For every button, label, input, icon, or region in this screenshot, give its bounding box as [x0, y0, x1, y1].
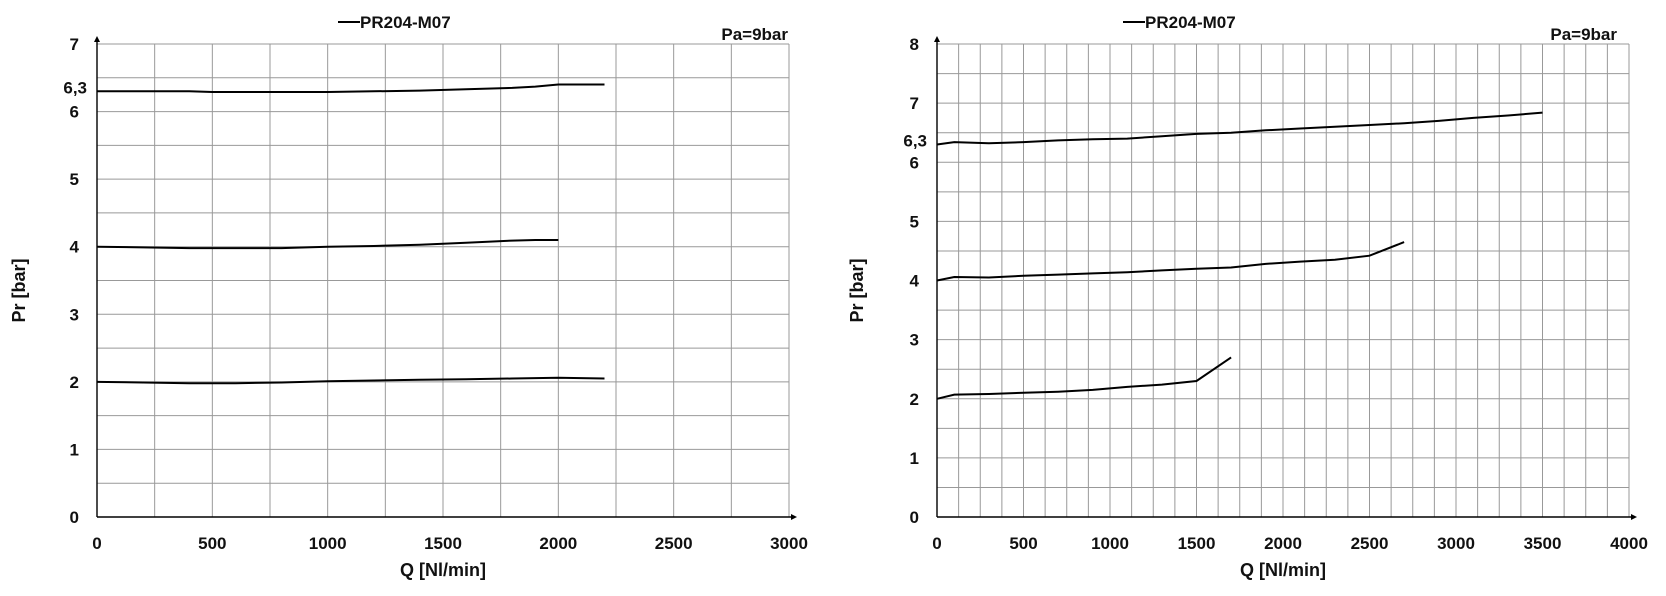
x-axis-arrow-icon: [791, 514, 797, 520]
series-line-2: [936, 241, 1405, 282]
x-tick-label: 2500: [655, 534, 693, 553]
series-line-3: [936, 356, 1232, 400]
x-axis-label: Q [Nl/min]: [1240, 560, 1326, 580]
y-tick-label: 6: [70, 103, 79, 122]
x-tick-label: 1500: [1178, 534, 1216, 553]
y-axis-arrow-icon: [934, 36, 940, 42]
series-line-1: [97, 83, 605, 93]
x-tick-label: 500: [1009, 534, 1037, 553]
x-tick-label: 3000: [1437, 534, 1475, 553]
y-tick-label: 5: [910, 212, 919, 231]
y-tick-label: 4: [910, 272, 920, 291]
x-axis-label: Q [Nl/min]: [400, 560, 486, 580]
x-tick-label: 0: [92, 534, 101, 553]
chart-title: PR204-M07: [1145, 13, 1236, 32]
series-line-2: [96, 239, 559, 250]
y-tick-label: 7: [910, 94, 919, 113]
y-tick-label-extra: 6,3: [63, 78, 87, 97]
chart-title: PR204-M07: [360, 13, 451, 32]
y-tick-label: 1: [910, 449, 919, 468]
x-tick-label: 500: [198, 534, 226, 553]
x-tick-label: 2000: [1264, 534, 1302, 553]
y-axis-arrow-icon: [94, 36, 100, 42]
y-tick-label: 6: [910, 153, 919, 172]
x-tick-label: 1000: [309, 534, 347, 553]
y-tick-label-extra: 6,3: [903, 132, 927, 151]
chart-left: 0 500 1000 1500 2000 2500 3000 0 1 2 3 4 5 6 7 6,3 Q [Nl…: [9, 13, 808, 580]
y-tick-label: 5: [70, 170, 79, 189]
x-tick-label: 3500: [1524, 534, 1562, 553]
y-tick-label: 0: [70, 508, 79, 527]
y-tick-label: 2: [910, 390, 919, 409]
x-tick-label: 4000: [1610, 534, 1648, 553]
x-axis-arrow-icon: [1631, 514, 1637, 520]
series-line-3: [96, 376, 605, 385]
y-axis-label: Pr [bar]: [9, 258, 29, 322]
x-tick-label: 1500: [424, 534, 462, 553]
chart-right: 0 500 1000 1500 2000 2500 3000 3500 4000 0 1 2 3 4 5 6 7…: [847, 13, 1648, 580]
y-tick-label: 2: [70, 373, 79, 392]
y-tick-label: 4: [70, 238, 80, 257]
y-tick-label: 3: [910, 331, 919, 350]
x-tick-label: 2500: [1351, 534, 1389, 553]
y-tick-label: 8: [910, 35, 919, 54]
y-tick-label: 7: [70, 35, 79, 54]
y-tick-label: 1: [70, 440, 79, 459]
y-tick-label: 3: [70, 305, 79, 324]
series-line-1: [936, 111, 1543, 146]
y-axis-label: Pr [bar]: [847, 258, 867, 322]
x-tick-label: 1000: [1091, 534, 1129, 553]
pressure-annotation: Pa=9bar: [1550, 25, 1617, 44]
x-tick-label: 3000: [770, 534, 808, 553]
x-tick-label: 2000: [539, 534, 577, 553]
pressure-annotation: Pa=9bar: [721, 25, 788, 44]
x-tick-label: 0: [932, 534, 941, 553]
y-tick-label: 0: [910, 508, 919, 527]
